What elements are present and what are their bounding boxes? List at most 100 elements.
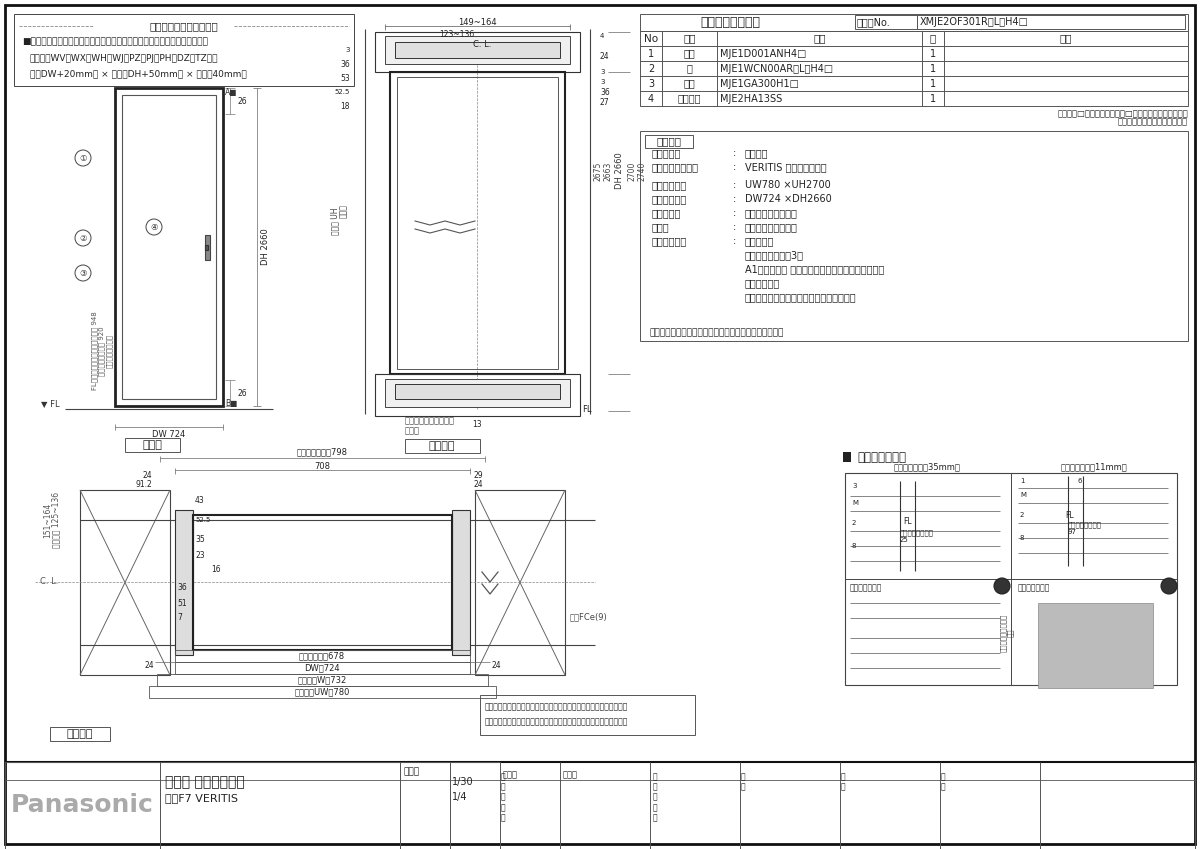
- Text: 担
当: 担 当: [740, 772, 745, 791]
- Text: 6: 6: [1078, 478, 1082, 484]
- Bar: [175, 510, 193, 655]
- Text: セットNo.: セットNo.: [857, 17, 890, 27]
- Text: 策枠伸びなし: 策枠伸びなし: [745, 278, 780, 288]
- Text: 樹脕化粧シート張り: 樹脕化粧シート張り: [745, 208, 798, 218]
- Text: 24: 24: [473, 480, 482, 488]
- Text: 4: 4: [648, 93, 654, 104]
- Bar: [842, 452, 851, 462]
- Text: 2: 2: [1020, 512, 1025, 518]
- Text: フロアー基夫寸法
97: フロアー基夫寸法 97: [1068, 521, 1102, 535]
- Text: A■: A■: [226, 87, 238, 97]
- Text: 8: 8: [1020, 535, 1025, 541]
- Bar: [845, 473, 1177, 685]
- Text: :: :: [733, 148, 737, 158]
- Text: 備考: 備考: [1060, 33, 1073, 43]
- Text: ③: ③: [998, 582, 1006, 591]
- Text: ▼ FL: ▼ FL: [41, 400, 60, 408]
- Text: 2675: 2675: [594, 161, 602, 181]
- Bar: [205, 235, 210, 260]
- Bar: [14, 14, 354, 86]
- Text: 1: 1: [930, 48, 936, 59]
- Bar: [193, 515, 452, 650]
- Text: DH 2660: DH 2660: [262, 228, 270, 266]
- Text: 1/30: 1/30: [452, 777, 474, 787]
- Bar: [149, 686, 496, 698]
- Bar: [406, 439, 480, 453]
- Text: 片開き ケーシング枠: 片開き ケーシング枠: [166, 775, 245, 789]
- Text: UW780 ×UH2700: UW780 ×UH2700: [745, 180, 830, 190]
- Text: 7: 7: [178, 614, 182, 622]
- Text: 3: 3: [346, 47, 350, 53]
- Text: 屋内幅　W　732: 屋内幅 W 732: [298, 676, 347, 684]
- Text: カタログにてご確認ください。: カタログにてご確認ください。: [1118, 117, 1188, 127]
- Circle shape: [1162, 578, 1177, 594]
- Text: 図
番: 図 番: [941, 772, 946, 791]
- Text: :: :: [733, 180, 737, 190]
- Text: 木製扣（WV・WX・WH・WJ・PZ・PJ・PH・DZ・TZ型）: 木製扣（WV・WX・WH・WJ・PZ・PJ・PH・DZ・TZ型）: [30, 53, 218, 63]
- Text: MJE2HA13SS: MJE2HA13SS: [720, 93, 782, 104]
- Text: 708: 708: [314, 462, 330, 470]
- Bar: [646, 135, 694, 148]
- Text: 釘まりパターン: 釘まりパターン: [857, 451, 906, 464]
- Text: 23: 23: [194, 550, 205, 559]
- Text: 91.2: 91.2: [136, 480, 152, 488]
- Text: 戸先・ケーシング策栖: 戸先・ケーシング策栖: [406, 417, 455, 425]
- Bar: [374, 374, 580, 416]
- Text: 樹脕化粧シート張り: 樹脕化粧シート張り: [745, 222, 798, 232]
- Text: ■梁包サイズは以下となります。事前に運辺・流入路等をご確認ください。: ■梁包サイズは以下となります。事前に運辺・流入路等をご確認ください。: [22, 37, 208, 47]
- Text: ご証様: ご証様: [503, 771, 518, 779]
- Bar: [395, 42, 560, 58]
- Text: 品名: 品名: [683, 33, 696, 43]
- Text: ・シリーズタイプ: ・シリーズタイプ: [652, 162, 698, 172]
- Circle shape: [994, 578, 1010, 594]
- Text: ②: ②: [79, 233, 86, 243]
- Text: 単辺寛: 単辺寛: [406, 426, 420, 436]
- Text: ケーシング枠繋雙3型: ケーシング枠繋雙3型: [745, 250, 804, 260]
- Text: 1: 1: [930, 93, 936, 104]
- Text: 片開きドア: 片開きドア: [745, 236, 774, 246]
- Text: フラット扇抑使用時のケーシング枚は期の中心に取り付けしません。: フラット扇抑使用時のケーシング枚は期の中心に取り付けしません。: [485, 702, 629, 711]
- Text: Panasonic: Panasonic: [11, 793, 154, 817]
- Text: 13: 13: [472, 419, 482, 429]
- Text: FL: FL: [904, 516, 912, 526]
- Text: MJE1D001ANH4□: MJE1D001ANH4□: [720, 48, 806, 59]
- Text: 数: 数: [930, 33, 936, 43]
- Text: 静内寛: 静内寛: [338, 204, 348, 218]
- Text: ご証様: ご証様: [563, 771, 578, 779]
- Text: 26: 26: [238, 97, 247, 105]
- Text: 本体: 本体: [684, 48, 695, 59]
- Bar: [450, 762, 500, 849]
- Text: 24: 24: [600, 52, 610, 60]
- Bar: [385, 379, 570, 407]
- Bar: [160, 762, 400, 849]
- Text: :: :: [733, 208, 737, 218]
- Text: 29: 29: [473, 470, 482, 480]
- Text: ＜ご発注前の注意事項＞: ＜ご発注前の注意事項＞: [150, 21, 218, 31]
- Text: DW724 ×DH2660: DW724 ×DH2660: [745, 194, 832, 204]
- Bar: [397, 77, 558, 369]
- Text: 屋内幅　UW　780: 屋内幅 UW 780: [294, 688, 349, 696]
- Text: 屋内寛（見込み11mm）: 屋内寛（見込み11mm）: [1061, 463, 1127, 471]
- Text: 1: 1: [930, 64, 936, 74]
- Text: 36: 36: [600, 87, 610, 97]
- Bar: [205, 245, 208, 250]
- Text: 立面図: 立面図: [142, 440, 162, 450]
- Text: 35: 35: [194, 536, 205, 544]
- Bar: [400, 762, 450, 849]
- Text: 有効開口幅　678: 有効開口幅 678: [299, 651, 346, 661]
- Text: 3: 3: [648, 78, 654, 88]
- Text: 2700: 2700: [628, 161, 636, 181]
- Text: DW　724: DW 724: [304, 664, 340, 672]
- Text: 24: 24: [144, 661, 154, 670]
- Text: 縦詳細図: 縦詳細図: [428, 441, 455, 451]
- Text: A1型ハンドル サテンシルバー色（メッキ）・空鍵: A1型ハンドル サテンシルバー色（メッキ）・空鍵: [745, 264, 884, 274]
- Text: ・ドアサイズ: ・ドアサイズ: [652, 194, 688, 204]
- Text: 3: 3: [600, 79, 605, 85]
- Text: MJE1GA300H1□: MJE1GA300H1□: [720, 78, 799, 88]
- Text: 123~136: 123~136: [439, 30, 475, 38]
- Text: VERITIS プラスレーベル: VERITIS プラスレーベル: [745, 162, 827, 172]
- Text: ①: ①: [79, 154, 86, 162]
- Text: 3: 3: [852, 483, 857, 489]
- Text: 1: 1: [930, 78, 936, 88]
- Text: 2: 2: [648, 64, 654, 74]
